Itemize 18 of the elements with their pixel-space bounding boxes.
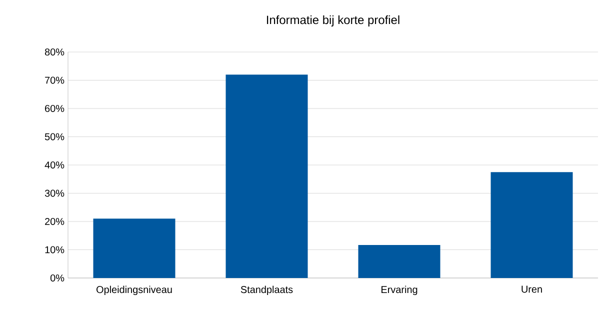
bar — [358, 244, 440, 278]
bar — [490, 172, 573, 278]
x-tick-label: Opleidingsniveau — [96, 286, 172, 296]
y-tick-label: 50% — [44, 133, 64, 140]
y-tick-label: 40% — [44, 161, 64, 169]
y-tick-label: 60% — [45, 104, 64, 112]
x-tick-label: Uren — [522, 286, 542, 293]
y-tick-label: 20% — [45, 218, 64, 226]
x-tick-label: Standplaats — [240, 286, 293, 296]
y-tick-label: 0% — [50, 274, 64, 282]
y-tick-label: 70% — [45, 76, 64, 84]
chart-title: Informatie bij korte profiel — [267, 15, 400, 27]
bar — [93, 218, 176, 278]
x-tick-label: Ervaring — [382, 286, 418, 296]
y-tick-label: 80% — [44, 48, 64, 56]
y-tick-label: 30% — [44, 190, 64, 197]
bar — [226, 74, 308, 278]
y-tick-label: 10% — [45, 246, 64, 254]
